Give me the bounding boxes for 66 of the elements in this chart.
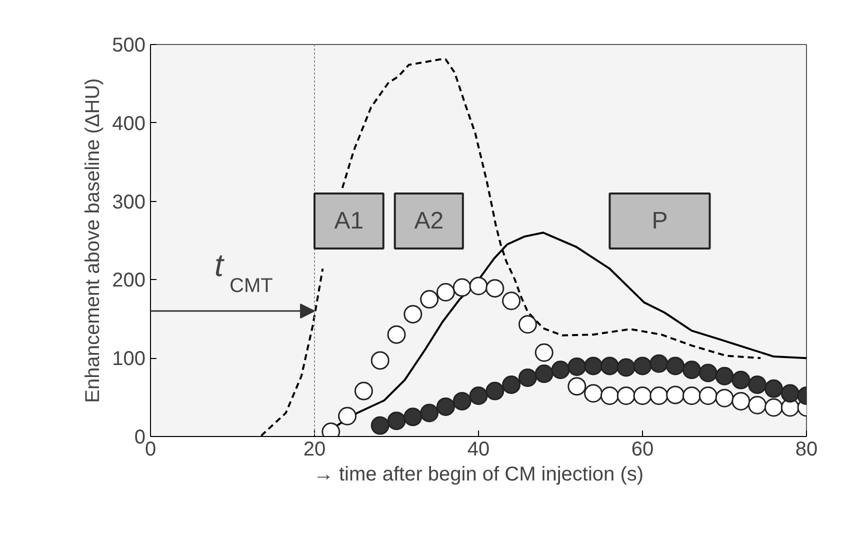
point <box>370 351 390 370</box>
point <box>518 315 537 334</box>
point <box>502 292 521 310</box>
point <box>633 386 652 405</box>
point <box>666 386 685 404</box>
point <box>584 384 603 403</box>
point <box>682 386 701 405</box>
point <box>469 276 488 296</box>
band-label: A1 <box>334 208 364 234</box>
point <box>370 416 390 435</box>
point <box>748 376 767 394</box>
point <box>436 397 455 416</box>
point <box>616 386 636 405</box>
point <box>764 379 783 398</box>
y-tick-label: 300 <box>112 191 146 214</box>
y-tick-label: 400 <box>112 112 146 135</box>
x-tick-label: 80 <box>795 438 818 460</box>
point <box>534 343 554 362</box>
point <box>633 356 652 376</box>
point <box>732 370 750 390</box>
y-axis-title: Enhancement above baseline (ΔHU) <box>82 78 104 403</box>
point <box>666 356 685 376</box>
point <box>600 356 619 376</box>
point <box>452 278 472 297</box>
band-label: P <box>652 208 668 234</box>
point <box>420 404 439 422</box>
y-tick-label: 500 <box>112 34 146 56</box>
point <box>469 386 488 405</box>
point <box>486 382 504 400</box>
point <box>436 283 455 302</box>
point <box>650 354 668 373</box>
point <box>650 386 668 405</box>
point <box>338 406 357 426</box>
point <box>551 360 570 380</box>
y-tick-label: 100 <box>112 348 146 370</box>
point <box>584 356 603 376</box>
point <box>387 412 406 430</box>
point <box>486 279 504 298</box>
point <box>502 376 521 394</box>
point <box>732 392 750 410</box>
band-label: A2 <box>414 208 444 234</box>
point <box>452 392 472 410</box>
point <box>568 357 586 376</box>
point <box>354 382 373 400</box>
point <box>715 388 734 408</box>
point <box>698 364 718 382</box>
point <box>764 398 783 417</box>
point <box>748 396 767 414</box>
point <box>420 290 439 309</box>
point <box>534 364 554 384</box>
point <box>616 358 636 377</box>
point <box>698 386 718 405</box>
point <box>404 408 422 426</box>
point <box>387 325 406 344</box>
point <box>600 386 619 405</box>
x-tick-label: 20 <box>303 438 326 460</box>
x-tick-label: 40 <box>467 438 490 460</box>
y-tick-label: 200 <box>112 270 146 292</box>
point <box>518 368 537 387</box>
point <box>682 360 701 380</box>
x-tick-label: 60 <box>631 438 654 460</box>
point <box>780 384 800 403</box>
point <box>404 304 422 324</box>
point <box>568 377 586 396</box>
x-axis-title: → time after begin of CM injection (s) <box>313 464 644 486</box>
point <box>715 366 734 386</box>
